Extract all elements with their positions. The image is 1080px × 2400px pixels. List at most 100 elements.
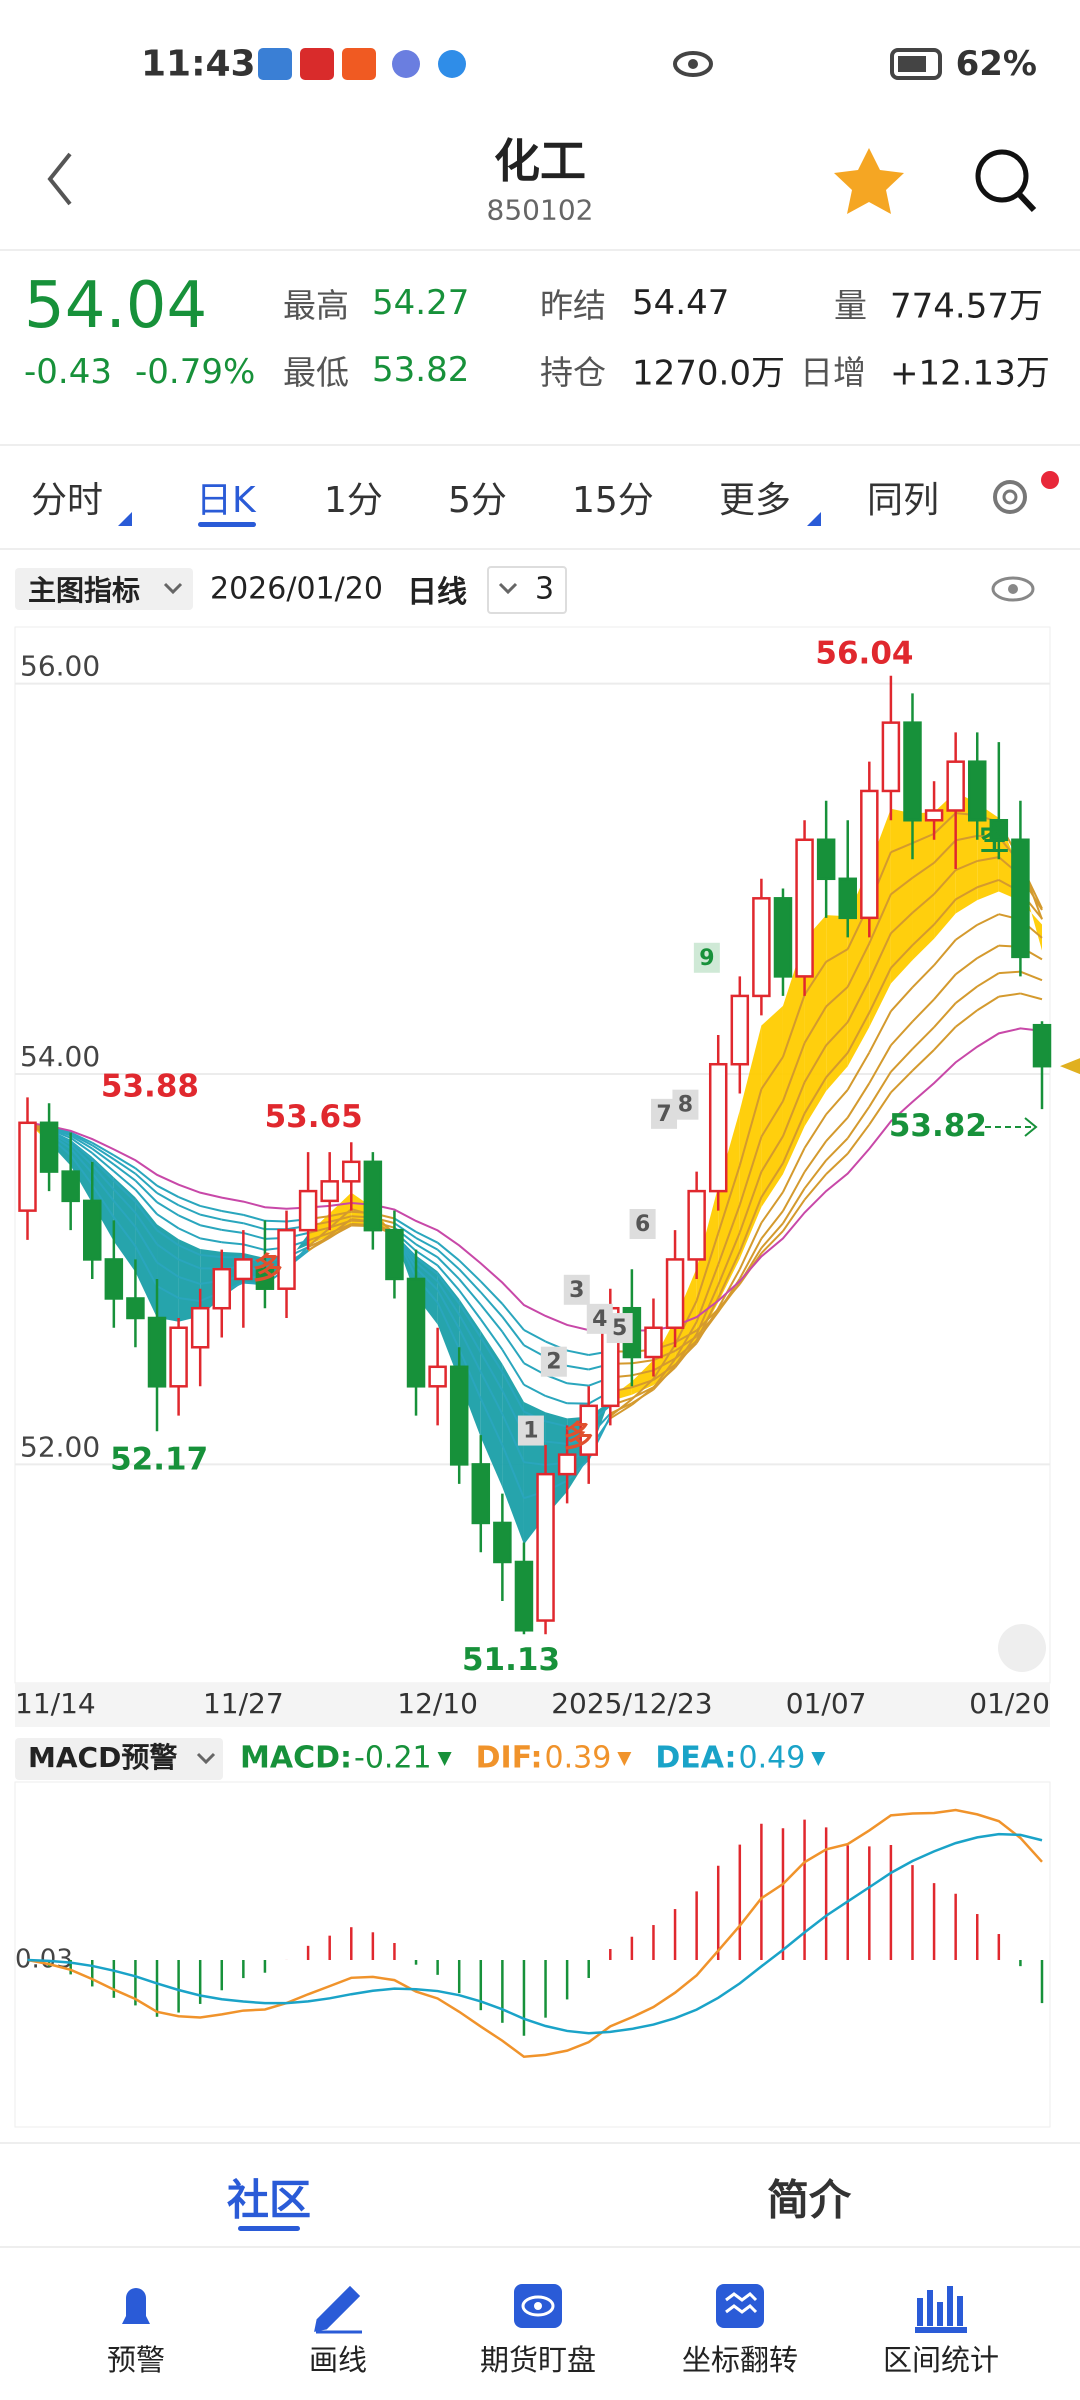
status-battery: 62%: [955, 44, 1037, 84]
toolbar-date: 2026/01/20: [210, 571, 383, 607]
tab[interactable]: 5分: [448, 480, 507, 521]
settings-icon[interactable]: [0, 470, 1080, 530]
toolbar-count: 3: [535, 571, 555, 607]
ma-line: [911, 923, 935, 946]
field-label: 量: [834, 286, 867, 325]
nav-item[interactable]: 坐标翻转: [681, 2343, 799, 2377]
price-annotation: 56.04: [815, 635, 913, 671]
ma-line: [738, 1196, 763, 1252]
ma-line: [717, 1165, 741, 1234]
ma-line: [480, 1280, 504, 1305]
ma-ribbon: [761, 1005, 783, 1208]
ma-line: [91, 1158, 115, 1182]
ma-line: [955, 886, 978, 901]
tab[interactable]: 同列: [867, 480, 940, 521]
change-pct: -0.79%: [135, 352, 256, 392]
candle-body: [406, 1277, 426, 1388]
candle-body: [730, 994, 750, 1066]
candle-body: [838, 877, 857, 920]
candle-body: [212, 1267, 232, 1310]
ma-line: [243, 1213, 266, 1222]
ma-line: [134, 1226, 158, 1263]
macd-item-name: MACD:: [240, 1741, 352, 1776]
header-icons: [47, 148, 1037, 214]
search-button[interactable]: [975, 149, 1029, 203]
bottom-tab[interactable]: 社区: [226, 2175, 312, 2225]
ma-line: [868, 893, 892, 944]
ma-line: [631, 1386, 654, 1399]
candle-body: [557, 1453, 577, 1476]
ma-line: [91, 1144, 115, 1161]
ma-line: [415, 1243, 439, 1259]
tab[interactable]: 分时: [31, 480, 104, 521]
ma-line: [955, 924, 978, 941]
date-axis: [15, 1683, 1050, 1727]
ma-line: [977, 856, 1000, 862]
ma-line: [329, 1224, 352, 1238]
ma-ribbon: [480, 1330, 503, 1488]
candle-body: [363, 1160, 383, 1232]
ma-line: [955, 834, 978, 842]
tab[interactable]: 日K: [196, 480, 256, 521]
tab[interactable]: 更多: [719, 480, 792, 521]
candle-body: [903, 721, 922, 822]
tab-underline: [198, 522, 256, 527]
ma-line: [868, 1010, 892, 1053]
ma-line: [480, 1291, 504, 1318]
ma-line: [523, 1383, 547, 1397]
nav-item[interactable]: 区间统计: [882, 2343, 1000, 2377]
count-box[interactable]: [487, 566, 567, 614]
ma-line: [631, 1359, 654, 1365]
macd-label: MACD预警: [28, 1741, 177, 1774]
ma-line: [436, 1241, 460, 1262]
x-tick-label: 01/20: [969, 1687, 1050, 1720]
favorite-star[interactable]: [834, 148, 904, 214]
price-annotation: 53.65: [265, 1099, 363, 1135]
candle-body: [169, 1326, 188, 1388]
ma-line: [178, 1275, 201, 1285]
ma-line: [501, 1331, 525, 1364]
ma-line: [890, 986, 914, 1012]
signal-label: 8: [678, 1093, 693, 1118]
ma-line: [955, 957, 978, 976]
candle-body: [989, 818, 1009, 842]
field-label: 昨结: [540, 286, 606, 325]
ma-line: [674, 1329, 698, 1344]
ma-line: [329, 1223, 352, 1234]
candle-body: [471, 1463, 491, 1525]
tab[interactable]: 15分: [572, 480, 654, 521]
field-label: 持仓: [540, 353, 606, 392]
nav-item[interactable]: 期货盯盘: [479, 2343, 597, 2377]
candle-body: [687, 1189, 706, 1261]
nav-item[interactable]: 预警: [106, 2343, 166, 2377]
ma-line: [199, 1224, 222, 1231]
toolbar-period: 日线: [407, 575, 467, 610]
ma-line: [436, 1256, 460, 1280]
ma-line: [890, 912, 914, 935]
ma-line: [221, 1210, 244, 1216]
ma-line: [933, 839, 957, 864]
price: 54.04: [24, 269, 208, 343]
ma-line: [156, 1261, 180, 1278]
ma-line: [911, 964, 935, 989]
field-label: 最高: [283, 286, 349, 325]
candle-body: [860, 789, 879, 920]
ma-line: [1020, 992, 1043, 1001]
ma-line: [912, 832, 935, 844]
ma-line: [609, 1402, 633, 1415]
ma-ribbon: [459, 1298, 481, 1438]
x-tick-label: 2025/12/23: [551, 1687, 712, 1720]
bottom-tab[interactable]: 简介: [766, 2175, 852, 2225]
ma-line: [243, 1231, 266, 1240]
ma-line: [393, 1222, 417, 1239]
ma-line: [113, 1170, 137, 1191]
ma-line: [545, 1440, 568, 1445]
nav-item[interactable]: 画线: [308, 2343, 368, 2377]
candle-body: [126, 1297, 145, 1320]
indicator-box[interactable]: [15, 568, 193, 610]
ma-line: [760, 1230, 784, 1254]
signal-label: 5: [612, 1316, 627, 1341]
back-button[interactable]: [47, 152, 72, 206]
ma-line: [458, 1314, 482, 1354]
tab[interactable]: 1分: [324, 480, 383, 521]
